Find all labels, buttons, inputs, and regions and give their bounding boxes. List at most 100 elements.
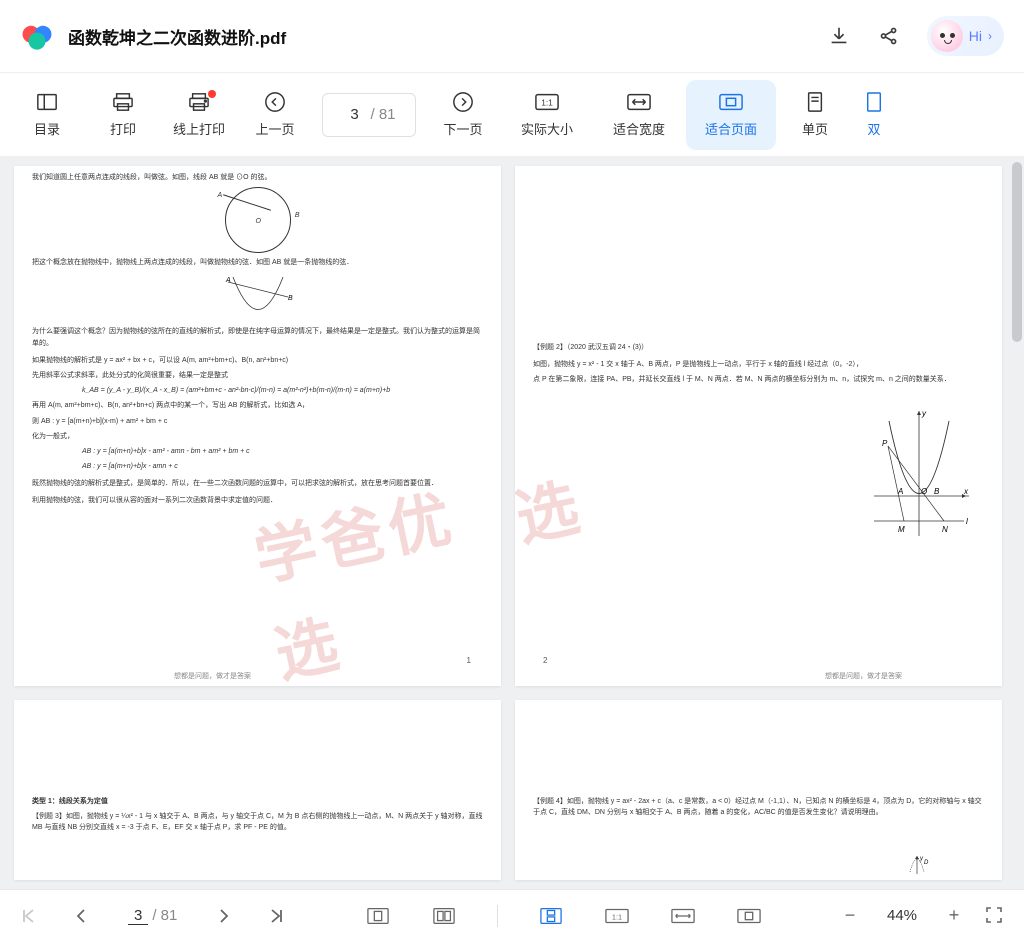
text-line: 【例题 4】如图，抛物线 y = ax² - 2ax + c（a、c 是常数，a… bbox=[533, 796, 984, 818]
print-button[interactable]: 打印 bbox=[86, 80, 160, 150]
pages-grid: 我们知道圆上任意两点连成的线段，叫做弦。如图，线段 AB 就是 ⊙O 的弦。 A… bbox=[0, 156, 1024, 889]
svg-text:x: x bbox=[963, 487, 969, 496]
text-line: 如果抛物线的解析式是 y = ax² + bx + c，可以设 A(m, am²… bbox=[32, 355, 483, 366]
online-print-label: 线上打印 bbox=[173, 119, 225, 138]
double-page-button[interactable]: 双 bbox=[854, 80, 894, 150]
svg-text:A: A bbox=[225, 277, 231, 284]
svg-text:P: P bbox=[882, 439, 888, 448]
text-line: 【例题 3】如图，抛物线 y = ¼x² - 1 与 x 轴交于 A、B 两点，… bbox=[32, 811, 483, 833]
view-single-icon[interactable] bbox=[365, 905, 391, 927]
formula: k_AB = (y_A - y_B)/(x_A - x_B) = (am²+bm… bbox=[32, 385, 483, 396]
bottom-nav: 3 / 81 bbox=[18, 905, 287, 927]
catalog-icon bbox=[34, 91, 60, 113]
bottom-page-current: 3 bbox=[128, 907, 148, 925]
print-icon bbox=[110, 91, 136, 113]
svg-text:l: l bbox=[966, 517, 968, 526]
svg-text:B: B bbox=[934, 487, 940, 496]
section-title: 类型 1：线段关系为定值 bbox=[32, 796, 483, 807]
text-line: 化为一般式， bbox=[32, 431, 483, 442]
svg-text:M: M bbox=[898, 525, 905, 534]
main-toolbar: 目录 打印 线上打印 上一页 3 / 81 下一页 1:1 实际大小 适合宽度 … bbox=[0, 72, 1024, 156]
text-line: 把这个概念放在抛物线中，抛物线上两点连成的线段，叫做抛物线的弦．如图 AB 就是… bbox=[32, 257, 483, 268]
actual-size-label: 实际大小 bbox=[521, 119, 573, 138]
svg-text:D: D bbox=[924, 860, 929, 866]
circle-figure: AB bbox=[225, 187, 291, 253]
next-icon[interactable] bbox=[213, 905, 235, 927]
view-scroll-icon[interactable] bbox=[538, 905, 564, 927]
fullscreen-icon[interactable] bbox=[984, 905, 1006, 927]
page-footer: 想都是问题，做才是答案 bbox=[825, 671, 902, 682]
next-page-label: 下一页 bbox=[443, 119, 482, 138]
first-page-icon[interactable] bbox=[18, 905, 40, 927]
catalog-button[interactable]: 目录 bbox=[10, 80, 84, 150]
svg-text:1:1: 1:1 bbox=[541, 98, 553, 108]
fit-width-icon bbox=[626, 91, 652, 113]
page-indicator[interactable]: 3 / 81 bbox=[322, 93, 416, 137]
user-avatar-button[interactable]: Hi › bbox=[927, 16, 1004, 56]
prev-page-label: 上一页 bbox=[255, 119, 294, 138]
text-line: 如图，抛物线 y = x² - 1 交 x 轴于 A、B 两点，P 是抛物线上一… bbox=[533, 359, 984, 370]
document-viewport[interactable]: 我们知道圆上任意两点连成的线段，叫做弦。如图，线段 AB 就是 ⊙O 的弦。 A… bbox=[0, 156, 1024, 889]
formula: AB : y = [a(m+n)+b]x - amn + c bbox=[32, 461, 483, 472]
small-graph: yD bbox=[902, 854, 932, 878]
prev-icon[interactable] bbox=[70, 905, 92, 927]
hi-label: Hi bbox=[969, 28, 982, 44]
view-double-icon[interactable] bbox=[431, 905, 457, 927]
bottom-page-indicator[interactable]: 3 / 81 bbox=[128, 907, 177, 925]
text-line: 再用 A(m, am²+bm+c)、B(n, an²+bn+c) 两点中的某一个… bbox=[32, 400, 483, 411]
text-line: 既然抛物线的弦的解析式是整式，是简单的．所以，在一些二次函数问题的运算中，可以把… bbox=[32, 478, 483, 489]
parabola-graph: P A B O M N x y l bbox=[864, 406, 974, 546]
vertical-scrollbar[interactable] bbox=[1012, 162, 1022, 342]
single-page-label: 单页 bbox=[802, 119, 828, 138]
parabola-figure: AB bbox=[218, 272, 298, 322]
header-left: 函数乾坤之二次函数进阶.pdf bbox=[20, 19, 286, 53]
zoom-percent: 44% bbox=[880, 907, 924, 924]
print-label: 打印 bbox=[110, 119, 136, 138]
page-number: 2 bbox=[543, 655, 547, 668]
svg-text:A: A bbox=[897, 487, 903, 496]
share-icon[interactable] bbox=[877, 24, 901, 48]
last-page-icon[interactable] bbox=[265, 905, 287, 927]
prev-page-icon bbox=[262, 91, 288, 113]
pdf-page-4: 【例题 4】如图，抛物线 y = ax² - 2ax + c（a、c 是常数，a… bbox=[515, 700, 1002, 880]
watermark: 学爸优选 bbox=[515, 459, 594, 613]
text-line: 利用抛物线的弦，我们可以很从容的面对一系列二次函数背景中求定值的问题． bbox=[32, 495, 483, 506]
next-page-button[interactable]: 下一页 bbox=[426, 80, 500, 150]
app-logo-icon[interactable] bbox=[20, 19, 54, 53]
chevron-right-icon: › bbox=[988, 29, 992, 43]
double-page-icon bbox=[861, 91, 887, 113]
pdf-page-1: 我们知道圆上任意两点连成的线段，叫做弦。如图，线段 AB 就是 ⊙O 的弦。 A… bbox=[14, 166, 501, 686]
fit-page-button[interactable]: 适合页面 bbox=[686, 80, 776, 150]
fit-page-icon bbox=[718, 91, 744, 113]
svg-text:1:1: 1:1 bbox=[612, 912, 622, 921]
text-line: 先用斜率公式求斜率，此处分式的化简很重要，结果一定是整式 bbox=[32, 370, 483, 381]
avatar-icon bbox=[931, 20, 963, 52]
view-1to1-icon[interactable]: 1:1 bbox=[604, 905, 630, 927]
single-page-button[interactable]: 单页 bbox=[778, 80, 852, 150]
svg-text:N: N bbox=[942, 525, 948, 534]
page-total: / 81 bbox=[370, 106, 395, 123]
zoom-out-icon[interactable]: − bbox=[840, 906, 860, 926]
svg-text:O: O bbox=[921, 487, 927, 496]
actual-size-button[interactable]: 1:1 实际大小 bbox=[502, 80, 592, 150]
fit-width-label: 适合宽度 bbox=[613, 119, 665, 138]
pdf-page-2: 【例题 2】（2020 武汉五调 24・(3)） 如图，抛物线 y = x² -… bbox=[515, 166, 1002, 686]
online-print-button[interactable]: 线上打印 bbox=[162, 80, 236, 150]
zoom-in-icon[interactable]: + bbox=[944, 906, 964, 926]
bottom-zoom: − 44% + bbox=[840, 905, 1006, 927]
bottom-page-total: / 81 bbox=[152, 907, 177, 924]
divider bbox=[497, 905, 498, 927]
fit-width-button[interactable]: 适合宽度 bbox=[594, 80, 684, 150]
text-line: 点 P 在第二象限，连接 PA、PB，并延长交直线 l 于 M、N 两点．若 M… bbox=[533, 374, 984, 385]
bottom-toolbar: 3 / 81 1:1 − 44% + bbox=[0, 889, 1024, 941]
single-page-icon bbox=[802, 91, 828, 113]
page-current: 3 bbox=[342, 106, 366, 123]
view-fitp-icon[interactable] bbox=[736, 905, 762, 927]
next-page-icon bbox=[450, 91, 476, 113]
download-icon[interactable] bbox=[827, 24, 851, 48]
view-fitw-icon[interactable] bbox=[670, 905, 696, 927]
example-title: 【例题 2】（2020 武汉五调 24・(3)） bbox=[533, 342, 984, 353]
page-footer: 想都是问题，做才是答案 bbox=[174, 671, 251, 682]
prev-page-button[interactable]: 上一页 bbox=[238, 80, 312, 150]
document-title: 函数乾坤之二次函数进阶.pdf bbox=[68, 24, 286, 49]
